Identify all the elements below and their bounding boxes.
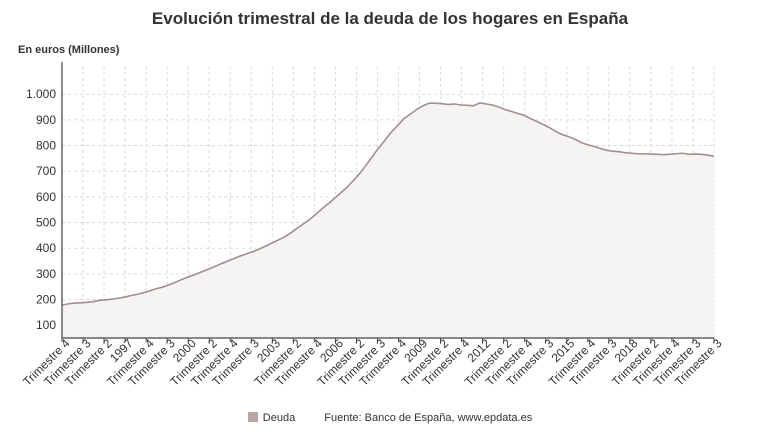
y-tick-label: 900 bbox=[36, 113, 56, 127]
legend-item-deuda: Deuda bbox=[247, 412, 296, 424]
legend-swatch bbox=[247, 412, 258, 422]
chart-title: Evolución trimestral de la deuda de los … bbox=[151, 9, 629, 28]
y-tick-label: 200 bbox=[36, 293, 56, 307]
series-area bbox=[61, 102, 715, 338]
y-tick-label: 800 bbox=[36, 139, 56, 153]
axes bbox=[61, 62, 715, 342]
series-line bbox=[61, 102, 715, 306]
y-tick-label: 100 bbox=[36, 318, 56, 332]
footer: Deuda Fuente: Banco de España, www.epdat… bbox=[0, 412, 780, 424]
y-tick-label: 400 bbox=[36, 241, 56, 255]
y-tick-label: 1.000 bbox=[26, 87, 56, 101]
y-tick-label: 700 bbox=[36, 164, 56, 178]
legend-label: Deuda bbox=[262, 412, 296, 424]
y-tick-label: 600 bbox=[36, 190, 56, 204]
y-tick-labels: 100 200 300 400 500 600 700 800 900 1.000 bbox=[26, 87, 56, 332]
source-text: Fuente: Banco de España, www.epdata.es bbox=[324, 412, 533, 424]
y-tick-label: 500 bbox=[36, 216, 56, 230]
series-fill bbox=[62, 102, 714, 338]
y-tick-label: 300 bbox=[36, 267, 56, 281]
y-axis-label: En euros (Millones) bbox=[18, 44, 120, 56]
